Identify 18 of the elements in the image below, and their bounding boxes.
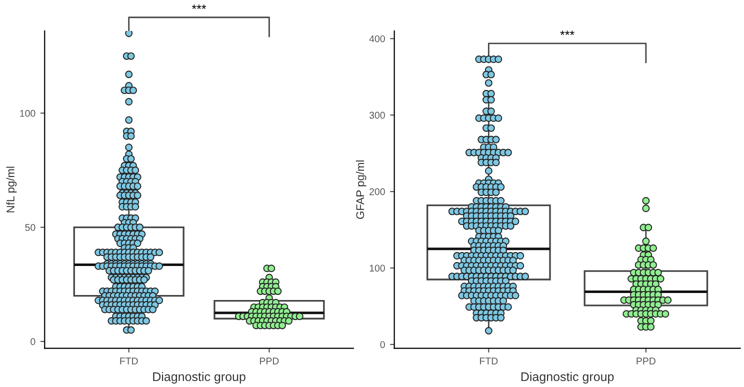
x-tick-label: PPD: [636, 358, 656, 364]
x-axis-title: Diagnostic group: [153, 372, 246, 384]
x-tick-label: PPD: [260, 358, 279, 364]
x-tick-label: FTD: [480, 358, 498, 364]
y-axis-title: GFAP pg/ml: [356, 160, 366, 219]
text: ***: [192, 4, 206, 9]
y-tick-label: 400: [369, 35, 385, 42]
y-tick-label: 0: [380, 341, 385, 348]
y-tick-label: 100: [20, 110, 36, 117]
y-tick-label: 300: [369, 112, 385, 119]
x-axis-title: Diagnostic group: [521, 372, 614, 384]
x-tick-label: FTD: [120, 358, 138, 364]
y-tick-label: 50: [25, 224, 36, 231]
y-tick-label: 200: [370, 188, 385, 196]
y-axis-title: NfL pg/ml: [6, 166, 17, 212]
annotation: ***: [560, 30, 574, 35]
y-tick-label: 100: [370, 264, 385, 272]
y-tick-label: 0: [30, 338, 36, 346]
